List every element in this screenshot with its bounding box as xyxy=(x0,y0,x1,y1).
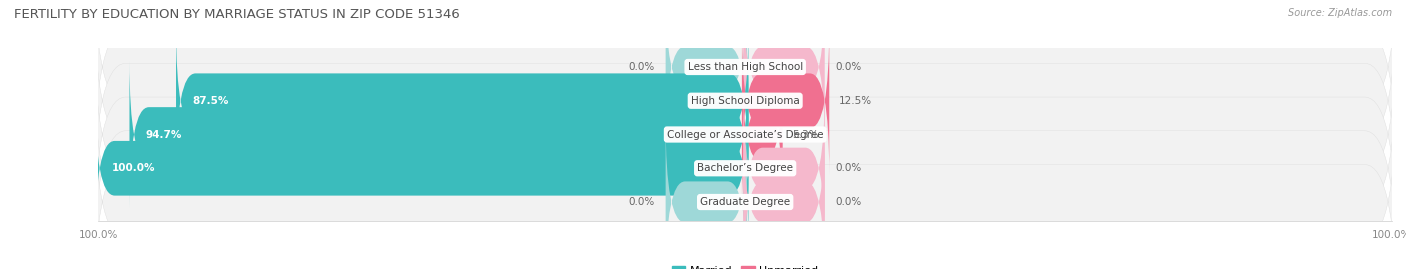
Text: 100.0%: 100.0% xyxy=(111,163,155,173)
FancyBboxPatch shape xyxy=(129,61,748,208)
Text: Less than High School: Less than High School xyxy=(688,62,803,72)
FancyBboxPatch shape xyxy=(93,3,1398,266)
FancyBboxPatch shape xyxy=(665,0,747,148)
Text: Graduate Degree: Graduate Degree xyxy=(700,197,790,207)
FancyBboxPatch shape xyxy=(93,0,1398,198)
FancyBboxPatch shape xyxy=(742,61,783,208)
Text: College or Associate’s Degree: College or Associate’s Degree xyxy=(666,129,824,140)
Text: 0.0%: 0.0% xyxy=(628,197,655,207)
Text: Source: ZipAtlas.com: Source: ZipAtlas.com xyxy=(1288,8,1392,18)
Text: 0.0%: 0.0% xyxy=(628,62,655,72)
Legend: Married, Unmarried: Married, Unmarried xyxy=(668,261,823,269)
Text: 5.3%: 5.3% xyxy=(793,129,818,140)
FancyBboxPatch shape xyxy=(665,121,747,269)
FancyBboxPatch shape xyxy=(744,121,825,269)
FancyBboxPatch shape xyxy=(93,71,1398,269)
FancyBboxPatch shape xyxy=(742,27,830,175)
FancyBboxPatch shape xyxy=(744,88,825,249)
FancyBboxPatch shape xyxy=(96,94,748,242)
Text: 87.5%: 87.5% xyxy=(193,96,229,106)
FancyBboxPatch shape xyxy=(176,27,748,175)
Text: Bachelor’s Degree: Bachelor’s Degree xyxy=(697,163,793,173)
Text: 0.0%: 0.0% xyxy=(835,197,862,207)
FancyBboxPatch shape xyxy=(93,37,1398,269)
Text: 0.0%: 0.0% xyxy=(835,163,862,173)
Text: 0.0%: 0.0% xyxy=(835,62,862,72)
FancyBboxPatch shape xyxy=(744,0,825,148)
FancyBboxPatch shape xyxy=(93,0,1398,232)
Text: FERTILITY BY EDUCATION BY MARRIAGE STATUS IN ZIP CODE 51346: FERTILITY BY EDUCATION BY MARRIAGE STATU… xyxy=(14,8,460,21)
Text: 94.7%: 94.7% xyxy=(146,129,181,140)
Text: High School Diploma: High School Diploma xyxy=(690,96,800,106)
Text: 12.5%: 12.5% xyxy=(839,96,872,106)
